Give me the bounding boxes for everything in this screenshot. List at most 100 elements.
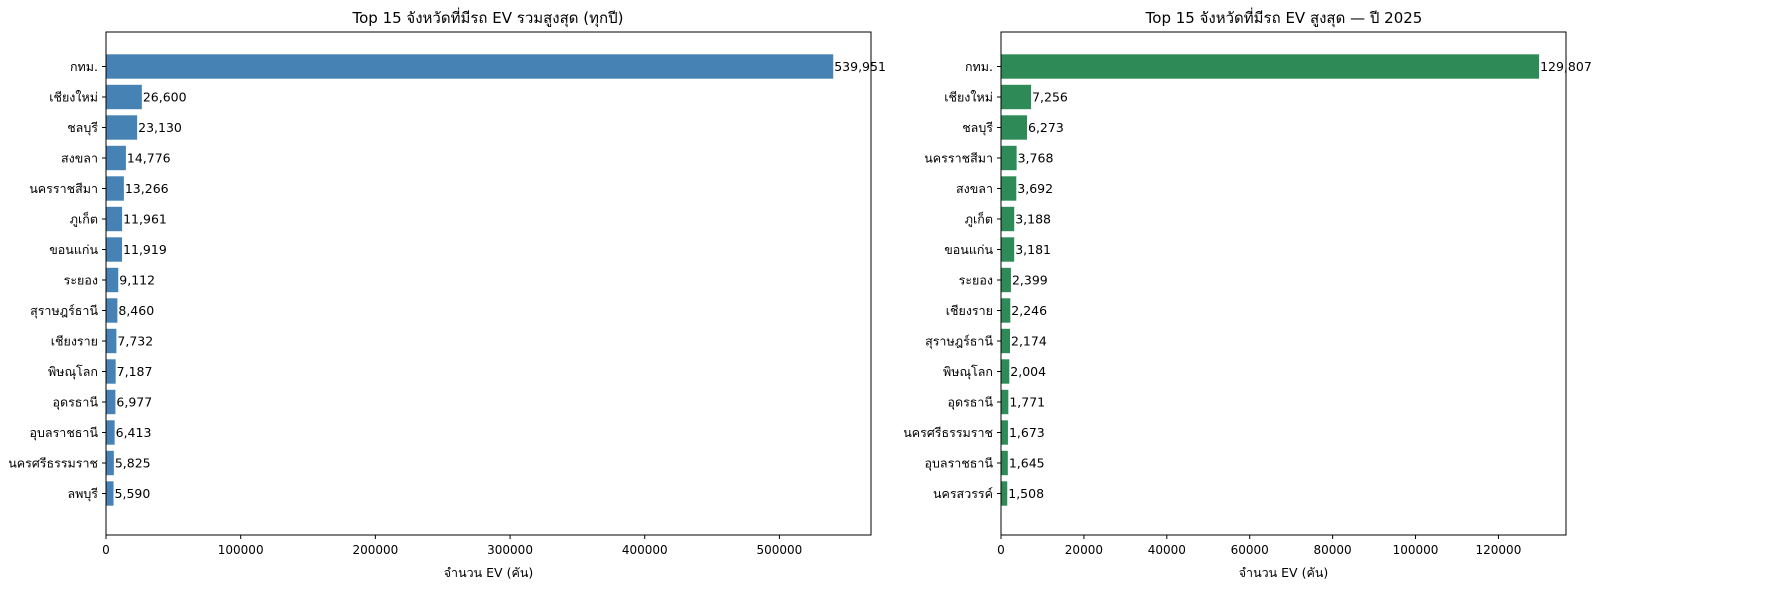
data-label: 3,692 — [1017, 181, 1053, 196]
data-label: 23,130 — [138, 120, 182, 135]
y-tick-label: สงขลา — [61, 151, 98, 166]
y-tick-label: นครสวรรค์ — [933, 486, 993, 501]
y-tick-label: ขอนแก่น — [944, 242, 993, 257]
y-tick-label: กทม. — [70, 59, 98, 74]
bar-7 — [1001, 237, 1015, 262]
bar-2 — [1001, 84, 1032, 110]
y-tick-label: นครราชสีมา — [29, 181, 98, 196]
data-label: 3,188 — [1015, 212, 1051, 227]
chart-title: Top 15 จังหวัดที่มีรถ EV รวมสูงสุด (ทุกป… — [352, 7, 624, 28]
data-label: 2,246 — [1011, 303, 1047, 318]
y-tick-label: อุดรธานี — [947, 395, 993, 411]
x-tick-label: 120000 — [1476, 543, 1522, 557]
data-label: 539,951 — [834, 59, 886, 74]
bar-13 — [1001, 420, 1008, 445]
bar-15 — [1001, 481, 1008, 506]
chart-title: Top 15 จังหวัดที่มีรถ EV สูงสุด — ปี 202… — [1145, 7, 1423, 28]
y-tick-label: เชียงใหม่ — [944, 90, 993, 105]
x-axis-label: จำนวน EV (คัน) — [444, 565, 534, 580]
data-label: 9,112 — [119, 273, 155, 288]
bar-13 — [106, 420, 115, 445]
x-tick-label: 20000 — [1065, 543, 1103, 557]
x-tick-label: 100000 — [1393, 543, 1439, 557]
x-tick-label: 300000 — [487, 543, 533, 557]
bar-1 — [106, 54, 834, 79]
bar-7 — [106, 237, 123, 262]
data-label: 5,590 — [115, 486, 151, 501]
y-tick-label: สงขลา — [956, 181, 993, 196]
bar-6 — [106, 206, 123, 232]
x-axis-label: จำนวน EV (คัน) — [1239, 565, 1329, 580]
data-label: 1,771 — [1009, 395, 1045, 410]
bar-10 — [106, 328, 117, 354]
bar-2 — [106, 84, 142, 110]
data-label: 7,732 — [117, 334, 153, 349]
bar-3 — [106, 115, 138, 140]
x-tick-label: 0 — [997, 543, 1005, 557]
y-tick-label: อุบลราชธานี — [29, 425, 98, 441]
data-label: 1,508 — [1008, 486, 1044, 501]
bar-9 — [106, 298, 118, 323]
data-label: 11,961 — [123, 212, 167, 227]
bar-14 — [1001, 450, 1008, 476]
data-label: 11,919 — [123, 242, 167, 257]
y-tick-label: สุราษฎร์ธานี — [925, 334, 993, 350]
data-label: 14,776 — [127, 151, 171, 166]
y-tick-label: ภูเก็ต — [70, 212, 98, 228]
bar-3 — [1001, 115, 1027, 140]
chart-panel-2025: Top 15 จังหวัดที่มีรถ EV สูงสุด — ปี 202… — [903, 7, 1592, 580]
y-tick-label: นครราชสีมา — [924, 151, 993, 166]
x-tick-label: 80000 — [1314, 543, 1352, 557]
data-label: 2,399 — [1012, 273, 1048, 288]
x-tick-label: 400000 — [622, 543, 668, 557]
data-label: 3,181 — [1015, 242, 1051, 257]
chart-panel-all-years: Top 15 จังหวัดที่มีรถ EV รวมสูงสุด (ทุกป… — [8, 7, 886, 580]
y-tick-label: พิษณุโลก — [943, 364, 993, 380]
data-label: 6,977 — [116, 395, 152, 410]
bar-1 — [1001, 54, 1540, 79]
x-tick-label: 500000 — [757, 543, 803, 557]
y-tick-label: อุบลราชธานี — [924, 456, 993, 472]
plot-frame — [105, 31, 872, 536]
data-label: 6,273 — [1028, 120, 1064, 135]
y-tick-label: เชียงใหม่ — [49, 90, 98, 105]
data-label: 7,187 — [117, 364, 153, 379]
bar-8 — [106, 267, 119, 293]
data-label: 3,768 — [1018, 151, 1054, 166]
bar-11 — [106, 359, 116, 384]
data-label: 6,413 — [116, 425, 152, 440]
bar-10 — [1001, 328, 1011, 354]
y-tick-label: เชียงราย — [51, 334, 98, 349]
data-label: 8,460 — [118, 303, 154, 318]
y-tick-label: ระยอง — [64, 273, 98, 288]
bar-6 — [1001, 206, 1015, 232]
data-label: 2,174 — [1011, 334, 1047, 349]
data-label: 2,004 — [1010, 364, 1046, 379]
x-tick-label: 0 — [102, 543, 110, 557]
y-tick-label: เชียงราย — [946, 303, 993, 318]
x-tick-label: 100000 — [218, 543, 264, 557]
plot-frame — [1000, 31, 1567, 536]
bar-15 — [106, 481, 114, 506]
x-tick-label: 40000 — [1148, 543, 1186, 557]
y-tick-label: กทม. — [965, 59, 993, 74]
data-label: 13,266 — [125, 181, 169, 196]
x-tick-label: 200000 — [352, 543, 398, 557]
x-tick-label: 60000 — [1231, 543, 1269, 557]
bar-12 — [106, 389, 116, 415]
y-tick-label: นครศรีธรรมราช — [903, 425, 993, 440]
data-label: 26,600 — [143, 90, 187, 105]
y-tick-label: ชลบุรี — [962, 120, 993, 136]
bar-4 — [106, 145, 126, 171]
y-tick-label: พิษณุโลก — [48, 364, 98, 380]
bar-9 — [1001, 298, 1011, 323]
data-label: 1,645 — [1009, 456, 1045, 471]
data-label: 1,673 — [1009, 425, 1045, 440]
bar-14 — [106, 450, 114, 476]
bar-5 — [1001, 176, 1017, 201]
bar-11 — [1001, 359, 1010, 384]
bar-8 — [1001, 267, 1011, 293]
bar-12 — [1001, 389, 1009, 415]
y-tick-label: ขอนแก่น — [49, 242, 98, 257]
